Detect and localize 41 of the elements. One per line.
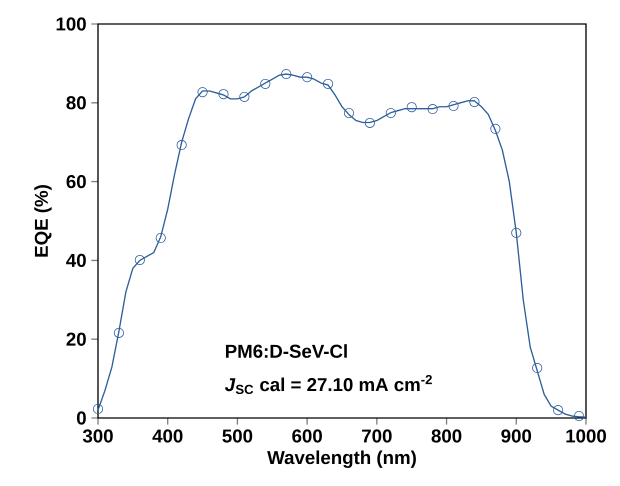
x-tick-label: 700 — [362, 429, 392, 443]
point — [448, 100, 459, 112]
point — [198, 87, 208, 98]
point — [281, 68, 292, 80]
point — [114, 328, 124, 338]
point — [386, 108, 396, 118]
x-tick-label: 600 — [292, 429, 322, 443]
y-tick-label: 80 — [66, 96, 86, 110]
point — [406, 102, 417, 112]
point — [344, 108, 354, 118]
point — [364, 118, 375, 128]
y-tick-label: 40 — [66, 254, 86, 268]
annotation: J$_{SC}$ cal = 27.10 mA cm$^{-2}$ — [224, 374, 432, 394]
point — [92, 404, 104, 414]
x-tick-label: 1000 — [566, 429, 606, 443]
point — [322, 78, 334, 89]
y-tick-label: 100 — [56, 17, 86, 31]
point — [490, 124, 500, 134]
point — [156, 232, 166, 244]
x-tick-label: 800 — [432, 429, 462, 443]
y-tick-label: 60 — [66, 174, 86, 188]
point — [302, 72, 312, 82]
x-tick-label: 500 — [222, 429, 252, 443]
point — [469, 96, 480, 108]
x-axis-title: Wavelength (nm) — [267, 450, 416, 468]
point — [428, 104, 438, 114]
x-tick-label: 400 — [152, 429, 183, 443]
x-tick-label: 300 — [82, 429, 113, 443]
point — [176, 140, 187, 150]
point — [553, 405, 564, 416]
annotation: PM6:D-SeV-Cl — [226, 344, 347, 358]
point — [239, 92, 250, 102]
point — [134, 254, 145, 266]
point — [511, 228, 522, 238]
point — [218, 89, 229, 100]
point — [532, 362, 542, 374]
point — [260, 78, 270, 89]
y-tick-label: 20 — [66, 332, 86, 346]
y-tick-label: 0 — [76, 411, 86, 425]
y-axis-title: EQE (%) — [34, 185, 52, 257]
x-tick-label: 900 — [501, 429, 532, 443]
